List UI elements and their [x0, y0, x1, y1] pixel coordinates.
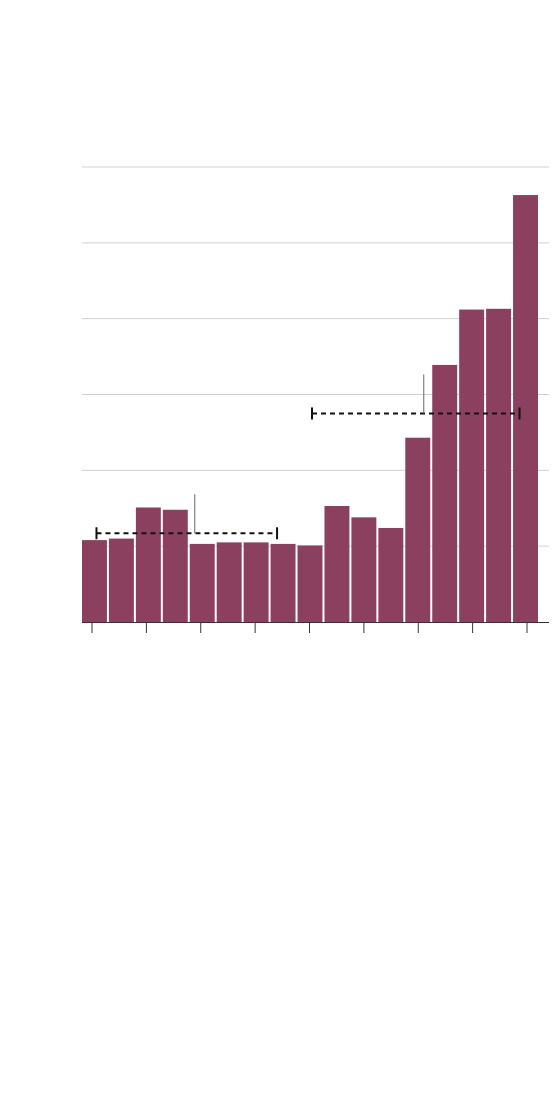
bar-16: [513, 195, 538, 622]
bar-15: [486, 308, 512, 622]
bar-3: [162, 509, 188, 622]
bar-5: [216, 542, 242, 622]
bar-14: [459, 309, 485, 622]
bar-4: [189, 543, 215, 622]
x-axis-ticks: [91, 622, 528, 633]
bar-0: [82, 540, 107, 622]
bar-9: [324, 505, 350, 622]
bar-2: [135, 507, 161, 622]
bar-10: [351, 517, 377, 622]
reference-range-1: [311, 374, 521, 420]
bar-13: [432, 364, 458, 622]
bar-1: [108, 538, 134, 622]
bar-6: [243, 542, 269, 622]
bar-8: [297, 545, 323, 622]
bar-12: [405, 437, 431, 622]
reference-ranges: [95, 374, 521, 540]
bar-11: [378, 527, 404, 622]
reference-range-0: [95, 494, 279, 540]
bar-series: [82, 195, 538, 622]
bar-7: [270, 543, 296, 622]
